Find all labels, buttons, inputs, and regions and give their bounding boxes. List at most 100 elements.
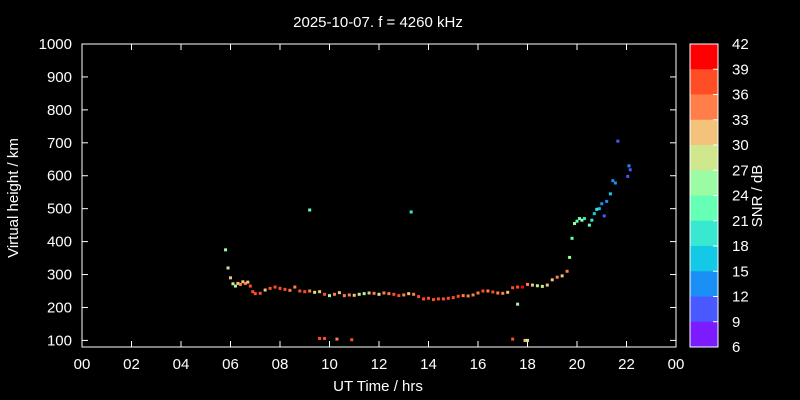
data-point [328,294,331,298]
data-point [268,286,272,290]
data-point [243,281,247,285]
data-point [308,289,312,293]
data-point [283,287,287,291]
colorbar-bin [690,246,718,272]
data-point [506,290,510,294]
colorbar-tick-label: 24 [732,188,749,205]
data-point [530,283,534,287]
data-point [573,221,577,225]
data-point [407,292,411,296]
data-point [397,294,401,298]
data-point [602,214,606,218]
x-tick-label: 06 [222,356,239,373]
x-tick-label: 00 [74,356,91,373]
x-tick-label: 12 [371,356,388,373]
data-point [335,337,339,341]
data-point [521,285,525,289]
data-point [516,302,520,306]
data-point [422,297,426,301]
colorbar-bin [690,296,718,323]
data-point [570,236,574,240]
data-point [545,283,549,287]
y-tick-label: 700 [47,135,72,152]
data-point [248,284,252,288]
data-point [293,285,297,289]
data-point [337,291,341,295]
colorbar-tick-label: 42 [732,36,749,53]
data-point [377,292,381,296]
data-point [231,282,235,286]
data-point [318,290,322,294]
data-point [246,280,250,284]
data-point [367,291,371,295]
data-point [352,293,356,297]
data-point [456,294,460,298]
data-point [402,293,406,297]
data-points [224,139,632,342]
data-point [461,294,465,298]
data-point [587,223,591,227]
colorbar-tick-label: 27 [732,162,749,179]
data-point [251,290,255,294]
data-point [516,285,520,289]
data-point [526,338,529,342]
data-point [592,212,596,216]
x-tick-label: 10 [321,356,338,373]
colorbar-tick-label: 12 [732,289,749,306]
data-point [263,288,267,292]
data-point [313,290,317,294]
data-point [526,282,529,286]
data-point [303,290,307,294]
y-axis-label: Virtual height / km [5,138,22,258]
colorbar-tick-label: 9 [732,314,740,331]
data-point [471,293,475,297]
data-point [431,298,435,302]
data-point [491,290,495,294]
data-point [476,291,480,295]
data-point [496,291,500,295]
y-tick-label: 1000 [39,36,72,53]
data-point [560,274,564,278]
data-point [628,168,632,172]
data-point [486,289,490,293]
x-tick-label: 16 [470,356,487,373]
data-point [481,289,485,293]
data-point [613,181,617,185]
y-tick-label: 400 [47,234,72,251]
colorbar-bin [690,271,718,297]
data-point [501,291,505,295]
data-point [350,338,354,342]
data-point [323,292,327,296]
data-point [511,286,515,290]
data-point [278,286,282,290]
colorbar-bin [690,145,718,171]
data-point [226,266,230,270]
data-point [258,291,262,295]
x-tick-label: 04 [173,356,190,373]
data-point [446,296,450,300]
data-point [595,207,599,211]
y-tick-label: 200 [47,299,72,316]
chart-title: 2025-10-07. f = 4260 kHz [293,14,463,31]
data-point [441,297,445,301]
data-point [605,199,609,203]
x-tick-label: 00 [668,356,685,373]
data-point [342,294,346,298]
data-point [427,296,430,300]
y-tick-label: 500 [47,201,72,218]
data-point [590,218,594,222]
x-tick-label: 18 [519,356,536,373]
data-point [555,275,559,279]
data-point [523,338,527,342]
colorbar-bin [690,170,718,196]
colorbar-tick-label: 15 [732,263,749,280]
data-point [582,217,586,221]
data-point [288,288,292,292]
data-point [616,139,620,143]
colorbar-bin [690,321,718,348]
data-point [540,284,544,288]
data-point [233,284,237,288]
data-point [580,218,584,222]
x-tick-label: 02 [123,356,140,373]
data-point [382,291,386,295]
